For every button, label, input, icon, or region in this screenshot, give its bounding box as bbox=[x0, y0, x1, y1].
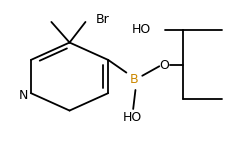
Text: N: N bbox=[18, 89, 27, 102]
Text: Br: Br bbox=[95, 13, 109, 26]
Text: B: B bbox=[129, 73, 137, 86]
Text: O: O bbox=[159, 59, 169, 72]
Text: HO: HO bbox=[131, 23, 151, 36]
Text: HO: HO bbox=[122, 111, 141, 124]
